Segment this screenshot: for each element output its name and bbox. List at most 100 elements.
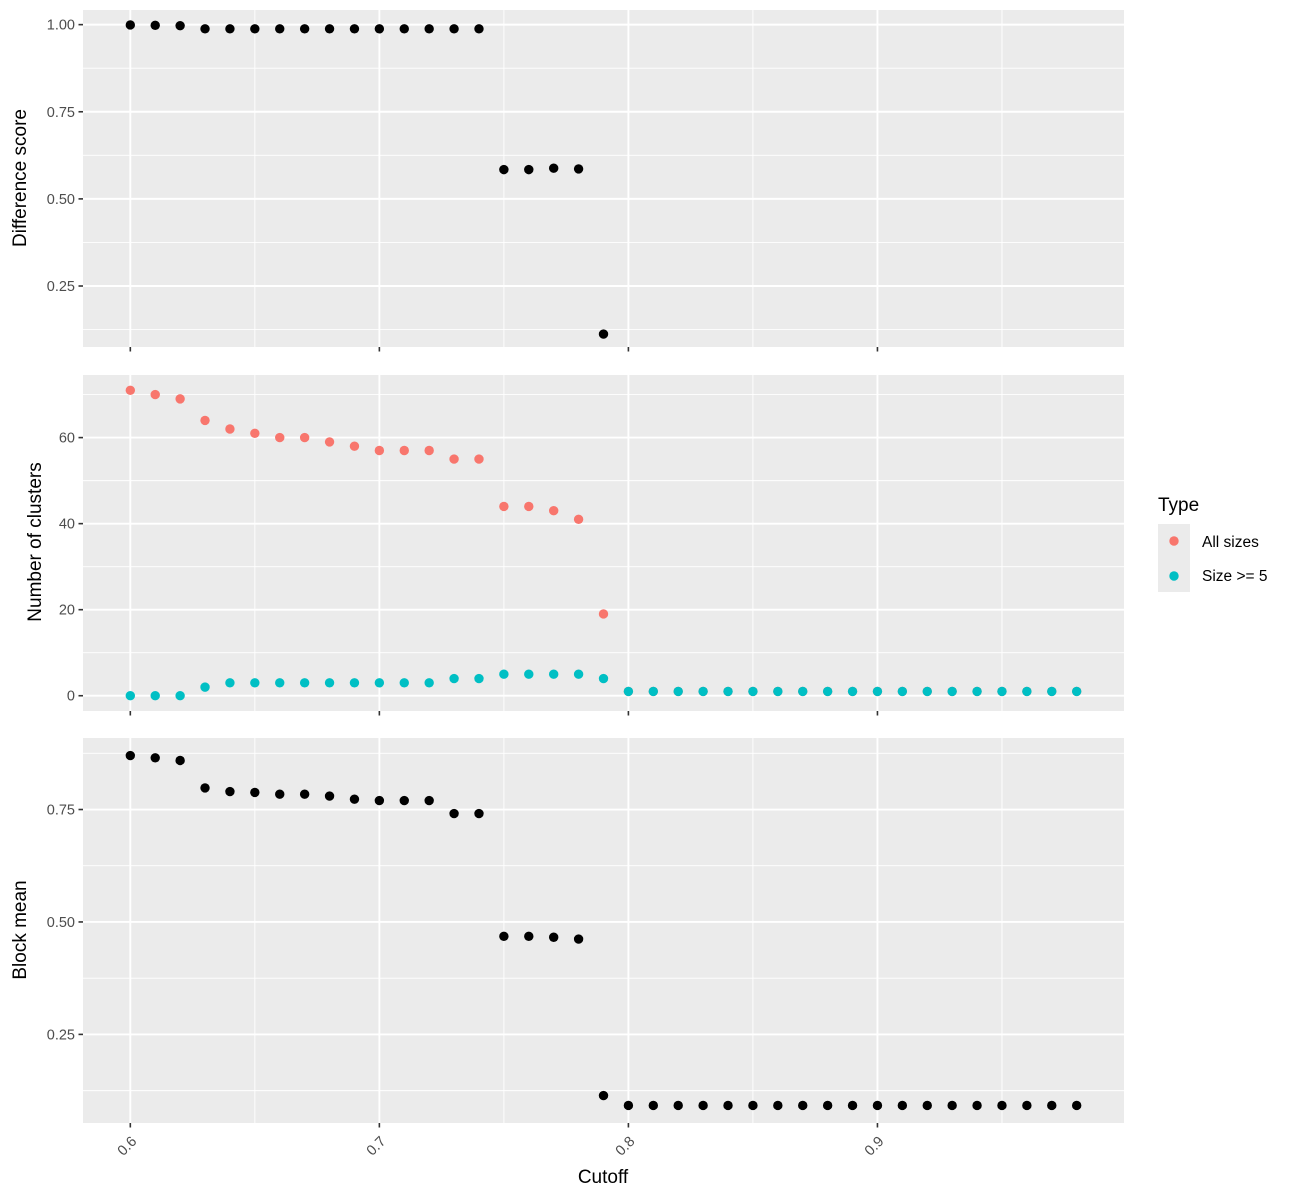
panel-number-of-clusters: 0 20 40 60	[59, 375, 1124, 716]
panel-background-block-mean	[83, 738, 1124, 1123]
data-point-size-5	[225, 678, 235, 688]
data-point-block-mean	[399, 795, 409, 806]
data-point-all-sizes	[573, 514, 584, 525]
data-point-difference-score	[449, 24, 459, 34]
data-point-size-5	[150, 691, 160, 701]
panel-background-number-of-clusters	[83, 375, 1124, 711]
data-point-block-mean	[922, 1100, 932, 1111]
data-point-block-mean	[349, 794, 360, 804]
data-point-all-sizes	[250, 428, 260, 438]
data-point-block-mean	[1071, 1100, 1082, 1111]
data-point-difference-score	[200, 24, 210, 34]
data-point-difference-score	[374, 24, 385, 34]
data-point-size-5	[773, 686, 783, 697]
data-point-all-sizes	[200, 415, 210, 426]
data-point-all-sizes	[349, 441, 360, 451]
data-point-size-5	[548, 669, 559, 679]
data-point-difference-score	[150, 20, 160, 31]
data-point-block-mean	[972, 1100, 982, 1111]
data-point-block-mean	[250, 787, 260, 798]
data-point-difference-score	[399, 24, 409, 34]
data-point-difference-score	[225, 24, 235, 34]
data-point-block-mean	[1022, 1100, 1032, 1111]
data-point-difference-score	[424, 24, 434, 34]
data-point-size-5	[474, 673, 484, 684]
data-point-all-sizes	[399, 445, 409, 456]
data-point-all-sizes	[499, 501, 509, 512]
data-point-size-5	[275, 678, 285, 688]
legend-label-all-sizes: All sizes	[1202, 534, 1259, 551]
data-point-size-5	[598, 673, 609, 684]
data-point-block-mean	[548, 932, 559, 942]
data-point-block-mean	[897, 1100, 908, 1111]
data-point-block-mean	[499, 931, 509, 942]
legend: Type All sizes Size >= 5	[1158, 495, 1268, 592]
data-point-size-5	[573, 669, 584, 679]
legend-title: Type	[1158, 495, 1199, 516]
data-point-size-5	[175, 691, 185, 701]
data-point-size-5	[349, 678, 360, 688]
data-point-difference-score	[573, 164, 584, 174]
data-point-size-5	[897, 686, 908, 697]
panel-block-mean: 0.25 0.50 0.75 0.6 0.7 0.8 0.9	[47, 738, 1124, 1159]
legend-key-size-5	[1169, 571, 1179, 581]
data-point-block-mean	[524, 931, 534, 942]
y-tick-label: 1.00	[47, 18, 75, 34]
data-point-size-5	[399, 678, 409, 688]
data-point-block-mean	[997, 1100, 1007, 1111]
data-point-size-5	[524, 669, 534, 679]
data-point-block-mean	[748, 1100, 758, 1111]
data-point-size-5	[748, 686, 758, 697]
data-point-block-mean	[225, 786, 235, 797]
data-point-difference-score	[524, 164, 534, 175]
data-point-all-sizes	[474, 454, 484, 464]
data-point-size-5	[798, 686, 808, 697]
y-axis-title-block-mean: Block mean	[10, 880, 31, 979]
data-point-block-mean	[598, 1090, 609, 1101]
data-point-size-5	[374, 678, 385, 688]
data-point-all-sizes	[125, 385, 136, 395]
y-tick-label: 0	[67, 689, 75, 705]
data-point-size-5	[673, 686, 683, 697]
y-tick-label: 0.50	[47, 915, 75, 931]
data-point-size-5	[997, 686, 1007, 697]
data-point-size-5	[723, 686, 733, 697]
data-point-block-mean	[623, 1100, 634, 1111]
data-point-all-sizes	[275, 432, 285, 443]
data-point-size-5	[125, 691, 136, 701]
data-point-difference-score	[175, 20, 185, 31]
data-point-block-mean	[299, 789, 310, 799]
y-tick-label: 60	[59, 431, 75, 447]
data-point-all-sizes	[548, 506, 559, 516]
data-point-all-sizes	[150, 389, 160, 400]
data-point-difference-score	[275, 24, 285, 34]
data-point-block-mean	[847, 1100, 858, 1111]
data-point-block-mean	[200, 783, 210, 793]
x-axis-title-cutoff: Cutoff	[578, 1167, 629, 1188]
data-point-size-5	[922, 686, 932, 697]
x-tick-label: 0.7	[364, 1134, 390, 1160]
data-point-block-mean	[648, 1100, 659, 1111]
data-point-block-mean	[424, 795, 434, 806]
y-tick-label: 0.75	[47, 803, 75, 819]
y-axis-title-difference-score: Difference score	[10, 109, 31, 247]
data-point-size-5	[324, 678, 335, 688]
data-point-all-sizes	[299, 432, 310, 443]
data-point-block-mean	[449, 808, 459, 819]
data-point-size-5	[623, 686, 634, 697]
data-point-size-5	[847, 686, 858, 697]
data-point-difference-score	[349, 24, 360, 34]
y-tick-label: 40	[59, 517, 75, 533]
data-point-block-mean	[1047, 1100, 1057, 1111]
data-point-block-mean	[474, 808, 484, 819]
y-tick-label: 0.25	[47, 1027, 75, 1043]
data-point-size-5	[299, 678, 310, 688]
panel-difference-score: 0.25 0.50 0.75 1.00	[47, 10, 1124, 352]
data-point-size-5	[648, 686, 659, 697]
data-point-difference-score	[548, 163, 559, 173]
y-tick-label: 0.25	[47, 279, 75, 295]
data-point-all-sizes	[324, 437, 335, 447]
data-point-all-sizes	[225, 424, 235, 434]
data-point-all-sizes	[598, 609, 609, 619]
